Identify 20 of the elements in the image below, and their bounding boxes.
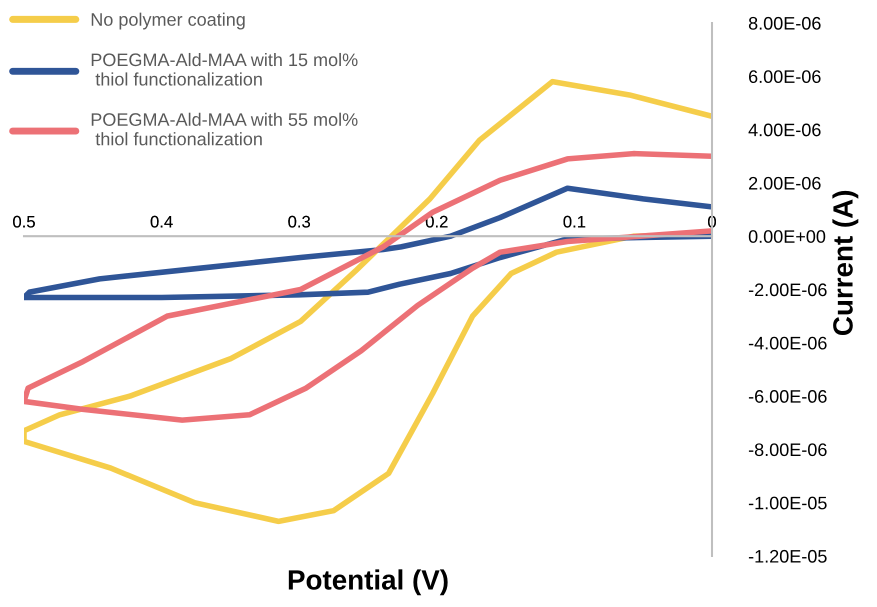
y-tick-label: -1.20E-05 <box>748 550 827 563</box>
x-tick-label: 0.5 <box>13 216 35 228</box>
x-axis-title: Potential (V) <box>288 569 448 596</box>
y-tick-label: 4.00E-06 <box>748 124 821 136</box>
y-tick-label: 0.00E+00 <box>748 230 826 243</box>
y-axis-title: Current (A) <box>832 190 858 336</box>
x-tick-label: 0.4 <box>150 216 173 228</box>
x-tick-label: 0.3 <box>288 216 310 228</box>
y-tick-label: -1.00E-05 <box>748 496 827 510</box>
y-tick-label: -4.00E-06 <box>748 336 827 350</box>
legend-label: No polymer coating <box>92 12 245 30</box>
y-tick-label: 8.00E-06 <box>748 16 821 30</box>
y-tick-label: -8.00E-06 <box>748 443 827 456</box>
y-tick-label: -2.00E-06 <box>748 283 827 296</box>
y-tick-label: 6.00E-06 <box>749 70 821 84</box>
y-tick-label: -6.00E-06 <box>748 390 827 403</box>
legend-label: POEGMA-Ald-MAA with 15 mol% thiol functionalization <box>92 52 358 86</box>
y-tick-label: 2.00E-06 <box>749 176 821 190</box>
x-tick-label: 0.1 <box>563 216 586 228</box>
legend-label: POEGMA-Ald-MAA with 55 mol% thiol functionalization <box>92 112 358 146</box>
